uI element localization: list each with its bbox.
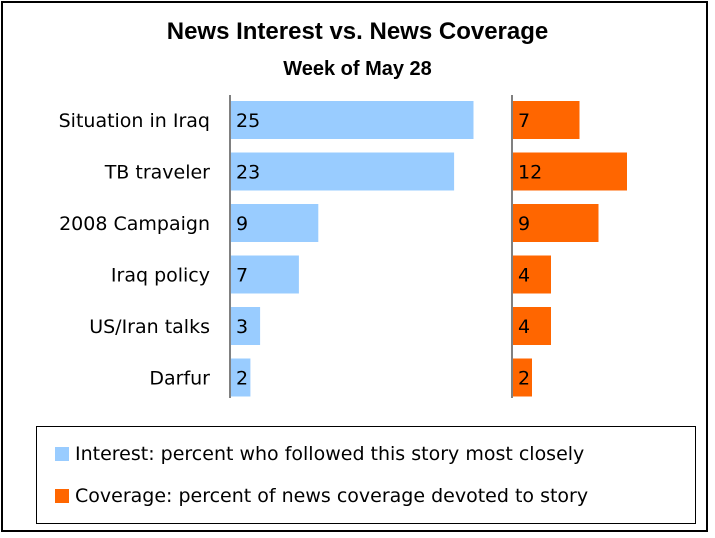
data-label-coverage: 4 bbox=[518, 316, 530, 338]
bar-coverage bbox=[513, 204, 599, 242]
bar-interest bbox=[231, 152, 455, 191]
bar-coverage bbox=[513, 307, 551, 345]
legend-item-coverage: Coverage: percent of news coverage devot… bbox=[55, 485, 588, 507]
data-label-interest: 7 bbox=[236, 265, 248, 287]
data-label-coverage: 7 bbox=[518, 110, 530, 132]
data-label-coverage: 12 bbox=[518, 162, 542, 184]
legend: Interest: percent who followed this stor… bbox=[36, 426, 696, 524]
bar-interest bbox=[231, 358, 251, 397]
category-label: US/Iran talks bbox=[89, 316, 210, 338]
category-label: Iraq policy bbox=[111, 265, 210, 287]
bar-interest bbox=[231, 204, 319, 242]
category-label: 2008 Campaign bbox=[59, 213, 210, 235]
chart-subtitle: Week of May 28 bbox=[283, 58, 432, 80]
category-label: Darfur bbox=[149, 368, 210, 390]
category-label: TB traveler bbox=[104, 162, 210, 184]
data-label-interest: 3 bbox=[236, 316, 248, 338]
bar-coverage bbox=[513, 101, 580, 139]
chart-title: News Interest vs. News Coverage bbox=[166, 18, 549, 45]
bar-chart: Situation in Iraq 25 7TB traveler 23 122008 … bbox=[59, 95, 627, 398]
bar-coverage bbox=[513, 152, 627, 191]
legend-label-coverage: Coverage: percent of news coverage devot… bbox=[75, 485, 589, 507]
data-label-interest: 25 bbox=[236, 110, 260, 132]
legend-item-interest: Interest: percent who followed this stor… bbox=[55, 443, 584, 465]
bar-coverage bbox=[513, 255, 551, 294]
data-label-coverage: 2 bbox=[518, 368, 530, 390]
data-label-coverage: 9 bbox=[518, 213, 530, 235]
legend-swatch-coverage bbox=[55, 489, 69, 503]
data-label-coverage: 4 bbox=[518, 265, 530, 287]
legend-swatch-interest bbox=[55, 447, 69, 461]
bar-coverage bbox=[513, 358, 532, 397]
bar-interest bbox=[231, 101, 474, 139]
legend-label-interest: Interest: percent who followed this stor… bbox=[75, 443, 585, 465]
data-label-interest: 9 bbox=[236, 213, 248, 235]
bar-interest bbox=[231, 307, 261, 345]
bar-interest bbox=[231, 255, 299, 294]
category-label: Situation in Iraq bbox=[59, 110, 210, 132]
data-label-interest: 23 bbox=[236, 162, 260, 184]
data-label-interest: 2 bbox=[236, 368, 248, 390]
